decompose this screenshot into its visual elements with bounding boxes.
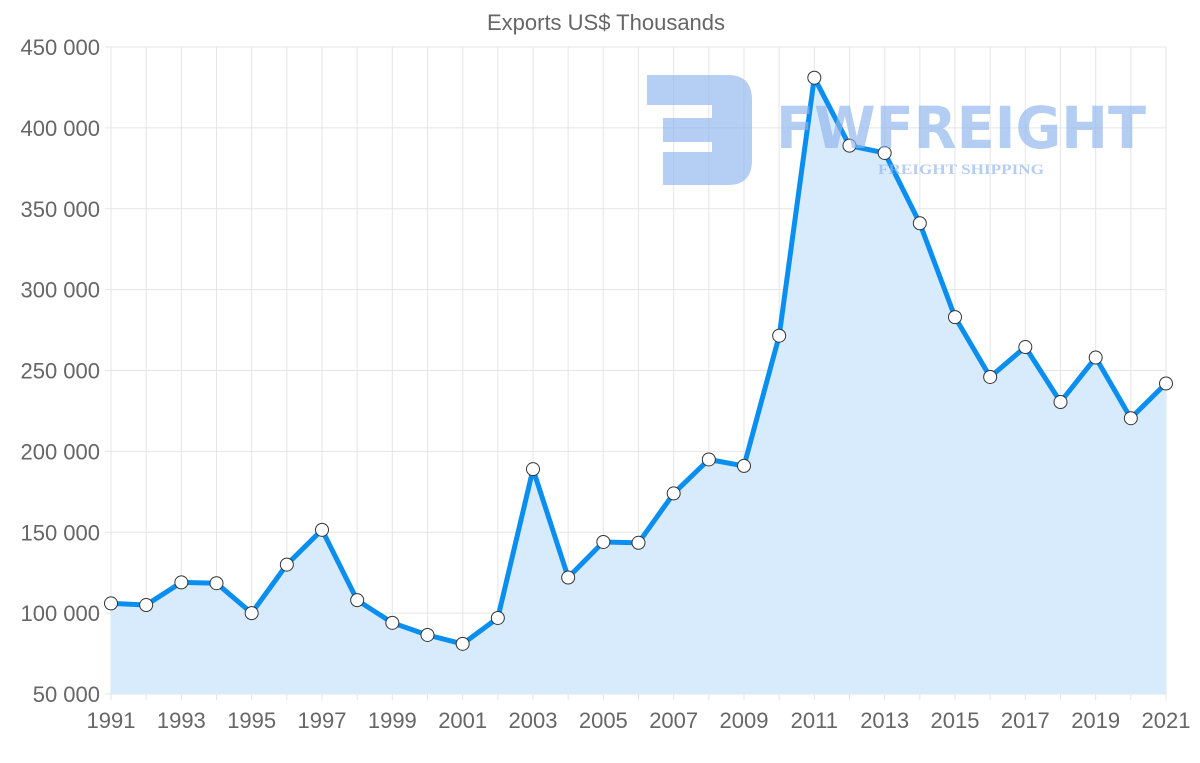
data-point-2006[interactable] xyxy=(631,535,646,550)
data-point-2002[interactable] xyxy=(490,610,505,625)
x-tick-label: 2013 xyxy=(860,708,909,733)
data-point-2018[interactable] xyxy=(1053,395,1068,410)
data-point-2005[interactable] xyxy=(596,534,611,549)
data-point-2017[interactable] xyxy=(1018,340,1033,355)
x-tick-label: 2021 xyxy=(1142,708,1191,733)
y-tick-label: 400 000 xyxy=(20,116,100,141)
data-point-2013[interactable] xyxy=(877,145,892,160)
y-tick-label: 100 000 xyxy=(20,601,100,626)
watermark-tagline: FREIGHT SHIPPING xyxy=(878,162,1044,178)
chart-title: Exports US$ Thousands xyxy=(487,10,725,35)
data-point-1997[interactable] xyxy=(315,522,329,537)
x-tick-label: 1995 xyxy=(227,708,276,733)
data-point-1993[interactable] xyxy=(174,575,189,590)
data-point-2011[interactable] xyxy=(807,70,822,85)
data-point-1999[interactable] xyxy=(385,615,400,630)
x-tick-label: 2011 xyxy=(791,708,838,733)
x-axis: 1991 1993 1995 1997 1999 2001 2003 2005 2007 2009… xyxy=(87,708,1191,733)
x-tick-label: 2017 xyxy=(1001,708,1050,733)
y-tick-label: 300 000 xyxy=(20,278,100,303)
data-point-2008[interactable] xyxy=(701,452,716,467)
y-tick-label: 350 000 xyxy=(20,197,100,222)
x-tick-label: 2019 xyxy=(1071,708,1120,733)
data-point-1996[interactable] xyxy=(279,557,294,572)
data-point-2019[interactable] xyxy=(1088,350,1103,365)
y-tick-label: 200 000 xyxy=(20,439,100,464)
x-tick-label: 2003 xyxy=(509,708,558,733)
x-tick-label: 2001 xyxy=(438,708,487,733)
data-point-2021[interactable] xyxy=(1159,376,1173,391)
data-point-2020[interactable] xyxy=(1123,411,1138,426)
watermark-logo: FWFREIGHT FREIGHT SHIPPING xyxy=(647,75,1146,185)
y-tick-label: 50 000 xyxy=(33,682,100,707)
data-point-1991[interactable] xyxy=(104,596,118,611)
data-point-2004[interactable] xyxy=(561,570,576,585)
y-axis: 50 000 100 000 150 000 200 000 250 000 300 00… xyxy=(20,35,100,707)
y-tick-label: 150 000 xyxy=(20,520,100,545)
x-tick-label: 1993 xyxy=(157,708,206,733)
data-point-2000[interactable] xyxy=(420,627,435,642)
x-tick-label: 1991 xyxy=(87,708,136,733)
x-tick-label: 2005 xyxy=(579,708,628,733)
data-point-2001[interactable] xyxy=(455,636,470,651)
x-tick-label: 1999 xyxy=(368,708,417,733)
y-tick-label: 250 000 xyxy=(20,359,100,384)
data-point-2009[interactable] xyxy=(737,458,751,473)
x-tick-label: 2009 xyxy=(720,708,769,733)
data-point-1992[interactable] xyxy=(139,598,154,613)
data-point-2010[interactable] xyxy=(772,328,787,343)
x-tick-label: 1997 xyxy=(298,708,347,733)
logo-mark-icon xyxy=(647,75,752,185)
y-tick-label: 450 000 xyxy=(20,35,100,60)
area-fill xyxy=(111,77,1166,694)
data-point-2012[interactable] xyxy=(842,138,857,153)
data-point-2015[interactable] xyxy=(948,310,962,325)
data-point-2007[interactable] xyxy=(666,486,681,501)
data-point-1994[interactable] xyxy=(209,576,224,591)
x-tick-label: 2015 xyxy=(931,708,980,733)
data-point-2016[interactable] xyxy=(983,369,998,384)
watermark-brand: FWFREIGHT xyxy=(776,94,1146,162)
data-point-1995[interactable] xyxy=(244,606,259,621)
data-points xyxy=(104,70,1173,651)
data-point-1998[interactable] xyxy=(350,593,365,608)
data-point-2014[interactable] xyxy=(912,216,927,231)
data-point-2003[interactable] xyxy=(526,462,540,477)
x-tick-label: 2007 xyxy=(649,708,698,733)
